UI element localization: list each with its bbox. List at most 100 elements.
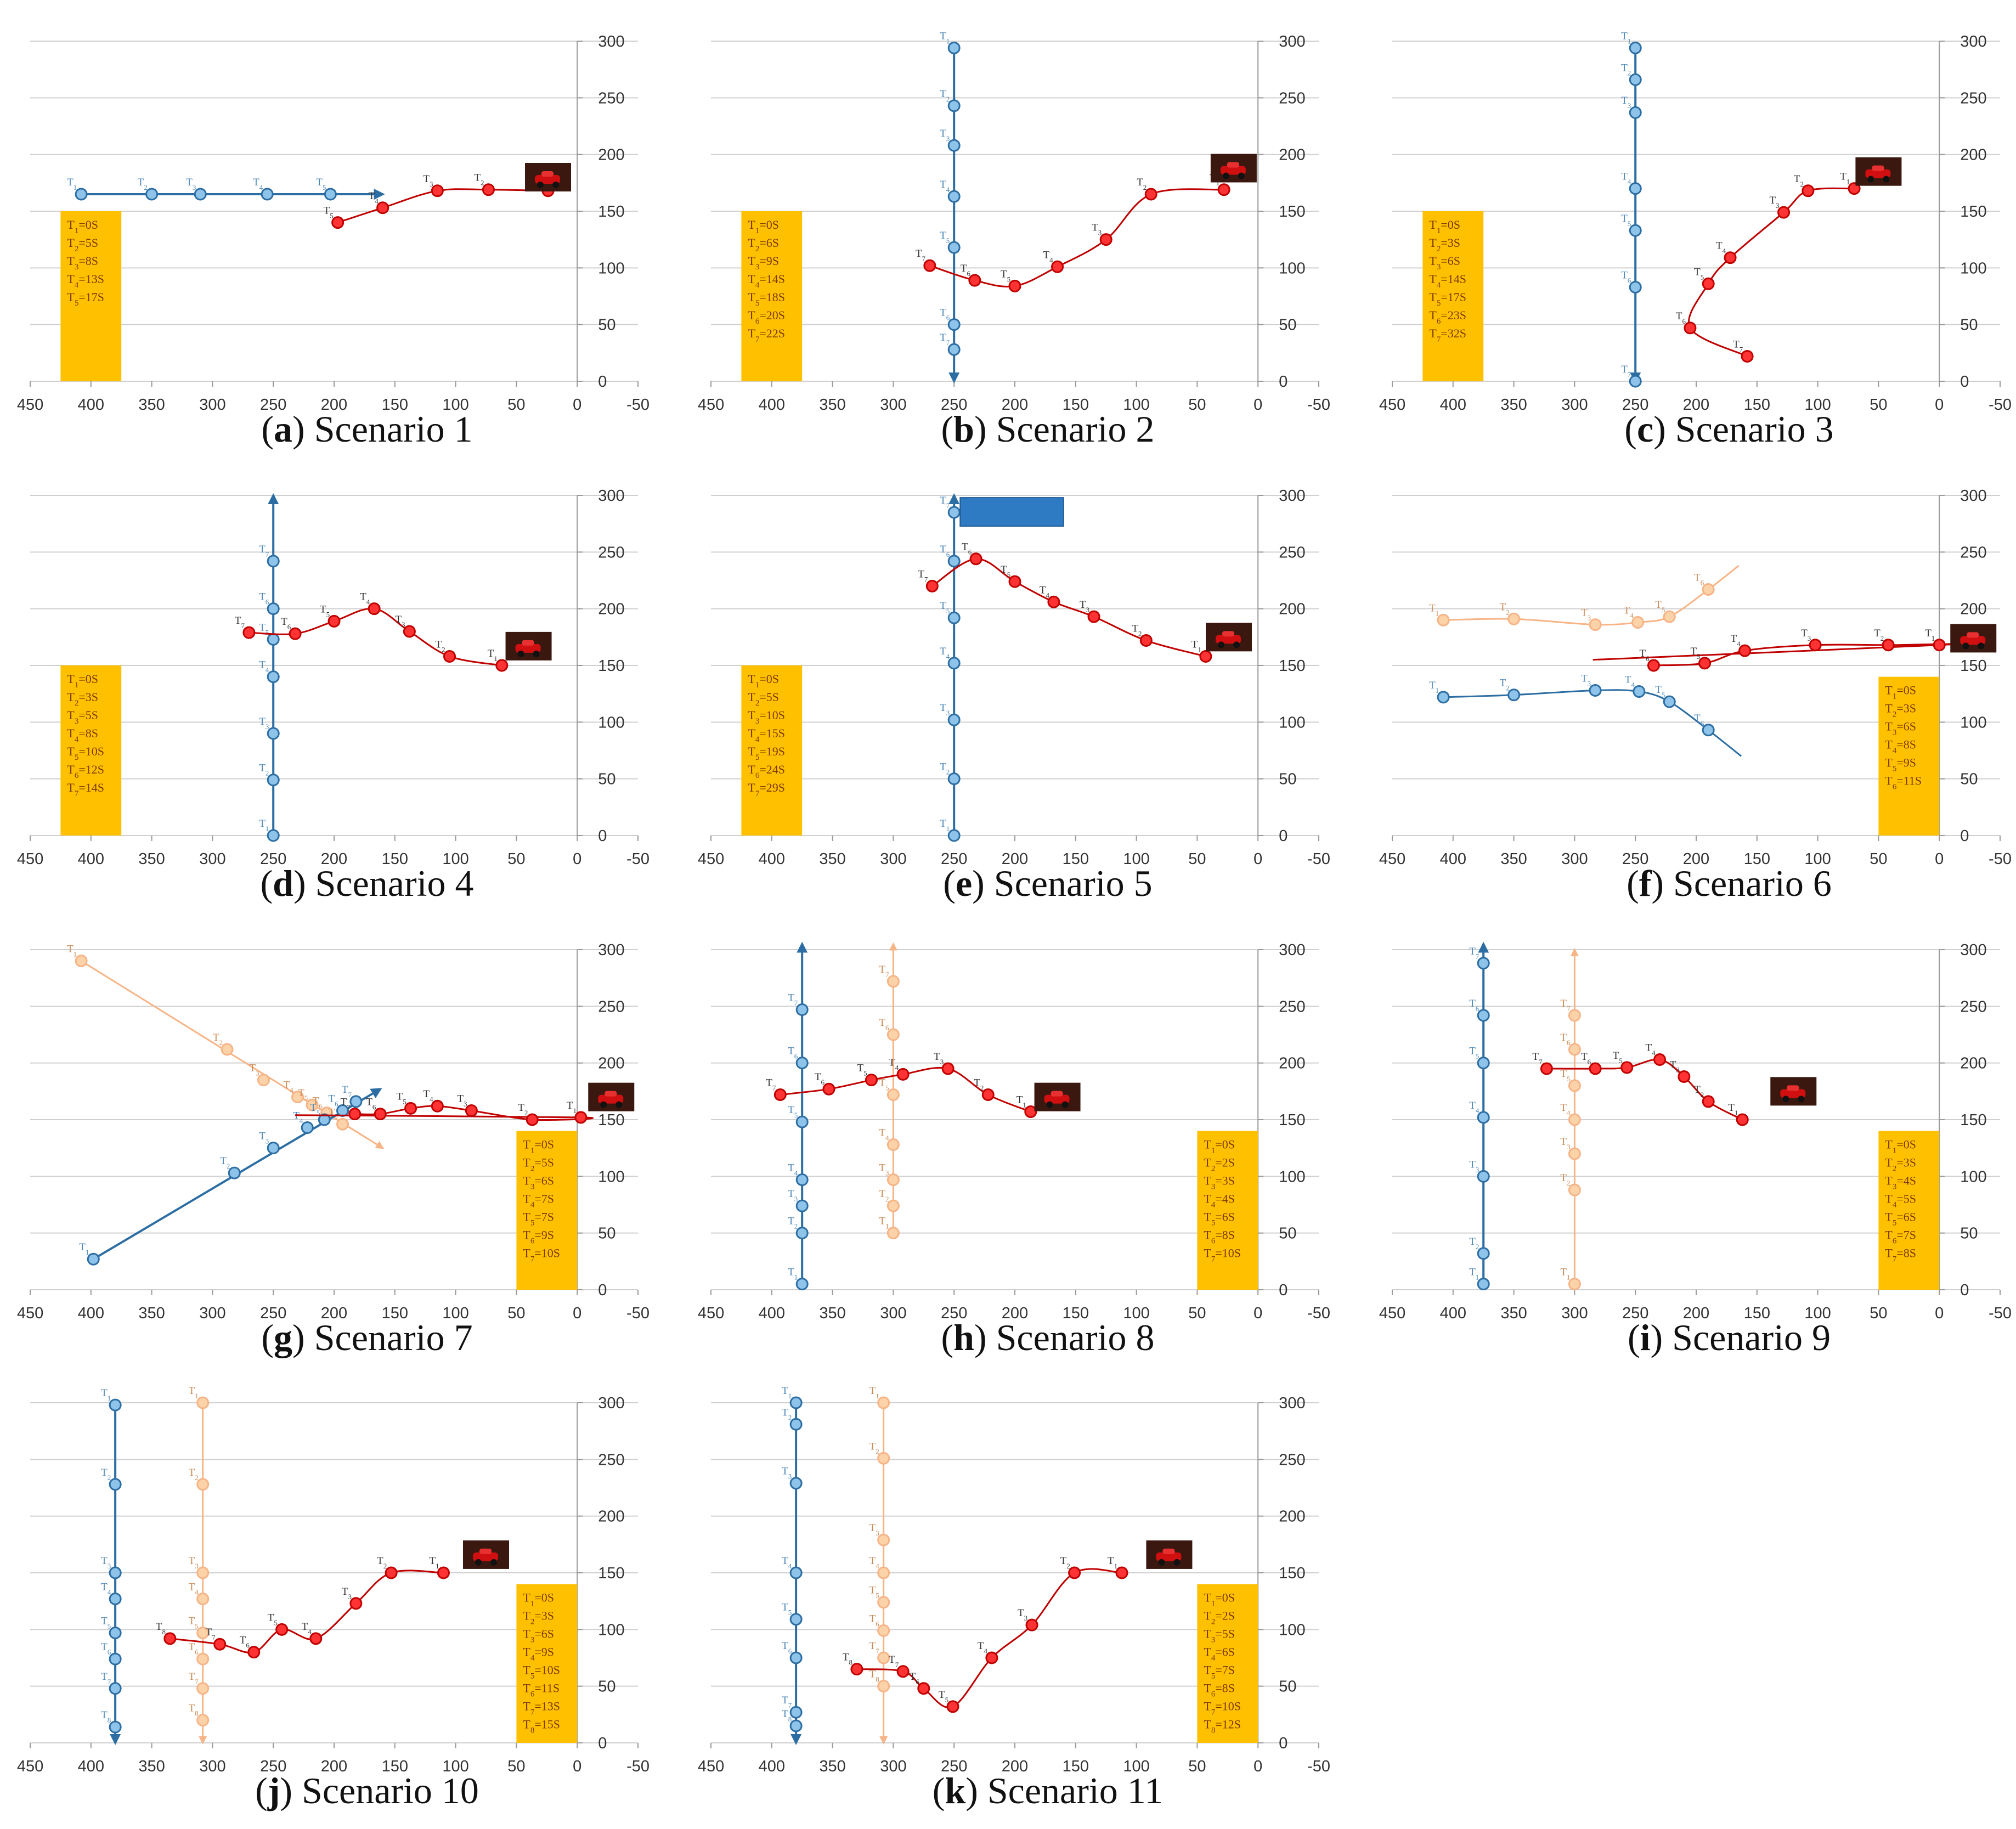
red-point-label: T6: [281, 616, 291, 631]
x-tick-label: 250: [1622, 850, 1648, 868]
orange-point-label: T7: [189, 1671, 199, 1686]
blue-point-label: T6: [940, 544, 950, 558]
blue-point-t5: [789, 1613, 803, 1626]
red-point-t6: [1684, 321, 1697, 335]
blue-point-t7: [109, 1682, 122, 1695]
x-tick-label: 0: [1253, 1305, 1262, 1322]
red-point-label: T6: [961, 263, 971, 278]
blue-point-label: T5: [316, 177, 326, 191]
y-tick-label: 150: [1960, 657, 1986, 675]
x-tick-label: 150: [382, 850, 408, 868]
blue-point-label: T5: [788, 1104, 798, 1119]
time-box-line: T4=8S: [67, 726, 98, 744]
time-box-line: T3=9S: [748, 254, 779, 272]
red-point-label: T3: [1018, 1607, 1027, 1622]
orange-point-t5: [886, 1088, 900, 1102]
car-icon-body: [1156, 1552, 1182, 1561]
x-tick-label: 50: [1188, 850, 1206, 868]
blue-point-label: T7: [940, 495, 950, 510]
x-tick-label: 50: [507, 1305, 525, 1322]
x-tick-label: 100: [442, 850, 468, 868]
red-point-label: T7: [235, 615, 245, 630]
red-point-t1: [1024, 1105, 1037, 1119]
blue-point-label: T3: [186, 177, 196, 191]
orange-point-t2: [1507, 612, 1521, 625]
x-tick-label: 250: [941, 396, 967, 414]
time-box: [516, 1131, 578, 1290]
red-point-label: T7: [206, 1627, 216, 1641]
blue-point-t3: [947, 139, 961, 152]
x-tick-label: -50: [1307, 396, 1330, 414]
blue-point-label: T7: [782, 1695, 792, 1709]
x-tick-label: 250: [260, 850, 286, 868]
red-point-label: T4: [1716, 240, 1726, 255]
x-tick-label: 150: [1744, 850, 1770, 868]
red-point-label: T2: [1060, 1555, 1070, 1570]
red-point-label: T6: [240, 1635, 250, 1650]
y-tick-label: 300: [1279, 941, 1305, 959]
time-box-line: T7=22S: [748, 326, 785, 344]
y-tick-label: 150: [598, 1111, 624, 1129]
red-point-t4: [896, 1068, 910, 1081]
red-point-label: T7: [1532, 1051, 1543, 1066]
x-tick-label: 0: [1935, 396, 1944, 414]
blue-point-label: T1: [782, 1385, 792, 1400]
blue-point-label: T7: [101, 1671, 111, 1686]
red-point-t8: [163, 1632, 177, 1645]
y-tick-label: 150: [1279, 1565, 1305, 1582]
blue-point-t2: [109, 1478, 122, 1491]
red-point-label: T2: [974, 1077, 984, 1092]
orange-point-label: T7: [869, 1640, 880, 1655]
x-tick-label: 50: [1870, 396, 1887, 414]
orange-point-label: T6: [189, 1641, 199, 1656]
x-tick-label: 100: [1123, 850, 1149, 868]
blue-point-label: T2: [1500, 678, 1510, 692]
time-box: [1878, 1131, 1940, 1290]
y-tick-label: 250: [598, 544, 624, 561]
x-tick-label: 350: [819, 396, 845, 414]
red-point-t3: [403, 625, 416, 638]
time-box-line: T1=0S: [67, 672, 98, 690]
y-tick-label: 50: [1279, 771, 1296, 788]
blue-point-t4: [267, 670, 280, 684]
y-tick-label: 200: [598, 1508, 624, 1526]
time-box: [1422, 211, 1484, 381]
red-point-t5: [331, 216, 345, 229]
blue-point-t7: [1477, 957, 1490, 970]
blue-point-t1: [1437, 691, 1450, 704]
blue-point-t2: [947, 772, 961, 786]
blue-point-t2: [795, 1227, 809, 1240]
blue-point-t1: [789, 1396, 803, 1409]
time-box-line: T4=4S: [1204, 1192, 1235, 1210]
blue-point-label: T2: [940, 88, 950, 103]
x-tick-label: 0: [573, 1758, 581, 1775]
time-box: [60, 665, 122, 836]
blue-point-t5: [324, 188, 337, 201]
x-tick-label: 100: [1123, 1305, 1149, 1322]
x-tick-label: 300: [199, 1758, 225, 1775]
blue-point-t2: [947, 99, 961, 112]
chart-panel-c: 0 50 100 150 200 250 300 450 400 350 300 250 200 150 1…: [1379, 30, 2012, 414]
blue-point-t3: [267, 727, 280, 740]
blue-point-label: T5: [101, 1616, 111, 1630]
orange-point-t2: [886, 1199, 900, 1212]
x-tick-label: 250: [1622, 1305, 1648, 1322]
orange-point-t7: [886, 975, 900, 988]
x-tick-label: 450: [17, 1305, 43, 1322]
red-point-t5: [1620, 1061, 1634, 1074]
blue-point-label: T2: [788, 1216, 798, 1230]
orange-point-t5: [877, 1596, 890, 1609]
red-point-t3: [465, 1104, 478, 1117]
x-tick-label: 100: [1804, 1305, 1831, 1322]
time-box-line: T5=7S: [1204, 1663, 1235, 1681]
chart-panel-e: 0 50 100 150 200 250 300 450 400 350 300 250 200 150 1…: [698, 487, 1330, 868]
red-point-label: T1: [1728, 1102, 1738, 1117]
x-tick-label: 250: [941, 850, 967, 868]
y-tick-label: 300: [598, 33, 624, 50]
blue-point-t7: [789, 1706, 803, 1719]
car-icon-wheel: [537, 182, 544, 188]
x-tick-label: -50: [626, 850, 650, 868]
x-tick-label: 100: [1804, 850, 1831, 868]
red-point-label: T6: [1639, 648, 1650, 663]
orange-point-t3: [196, 1566, 210, 1579]
